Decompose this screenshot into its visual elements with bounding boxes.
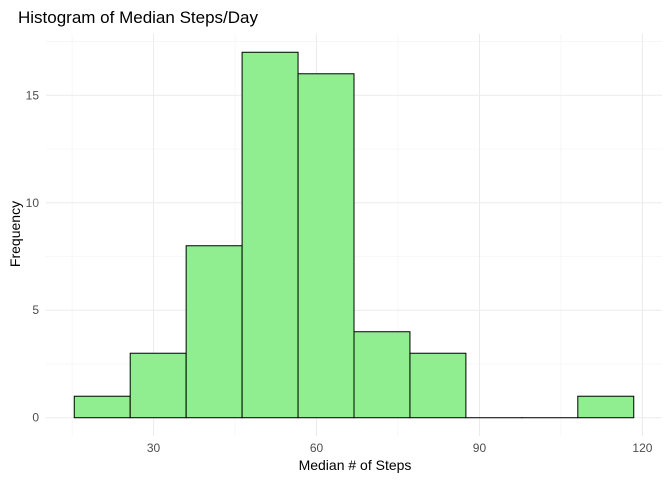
- x-tick-label: 120: [632, 441, 652, 455]
- y-tick-labels: 0 5 10 15: [26, 88, 40, 424]
- histogram-bar: [577, 395, 635, 419]
- bars: [73, 51, 635, 419]
- y-tick-label: 5: [32, 303, 39, 317]
- x-tick-labels: 30 60 90 120: [147, 441, 653, 455]
- chart-title: Histogram of Median Steps/Day: [18, 8, 258, 27]
- y-axis-title: Frequency: [7, 201, 23, 267]
- histogram-bar: [73, 395, 131, 419]
- histogram-bar: [241, 51, 299, 419]
- histogram-bar: [129, 352, 187, 419]
- histogram-bar: [353, 331, 411, 419]
- histogram-bar: [409, 352, 467, 419]
- x-axis-title: Median # of Steps: [299, 457, 412, 473]
- y-tick-label: 10: [26, 196, 40, 210]
- histogram-bar: [297, 73, 355, 419]
- histogram-bar: [185, 245, 243, 419]
- x-tick-label: 90: [473, 441, 487, 455]
- y-tick-label: 15: [26, 88, 40, 102]
- y-tick-label: 0: [32, 411, 39, 425]
- x-tick-label: 60: [310, 441, 324, 455]
- x-tick-label: 30: [147, 441, 161, 455]
